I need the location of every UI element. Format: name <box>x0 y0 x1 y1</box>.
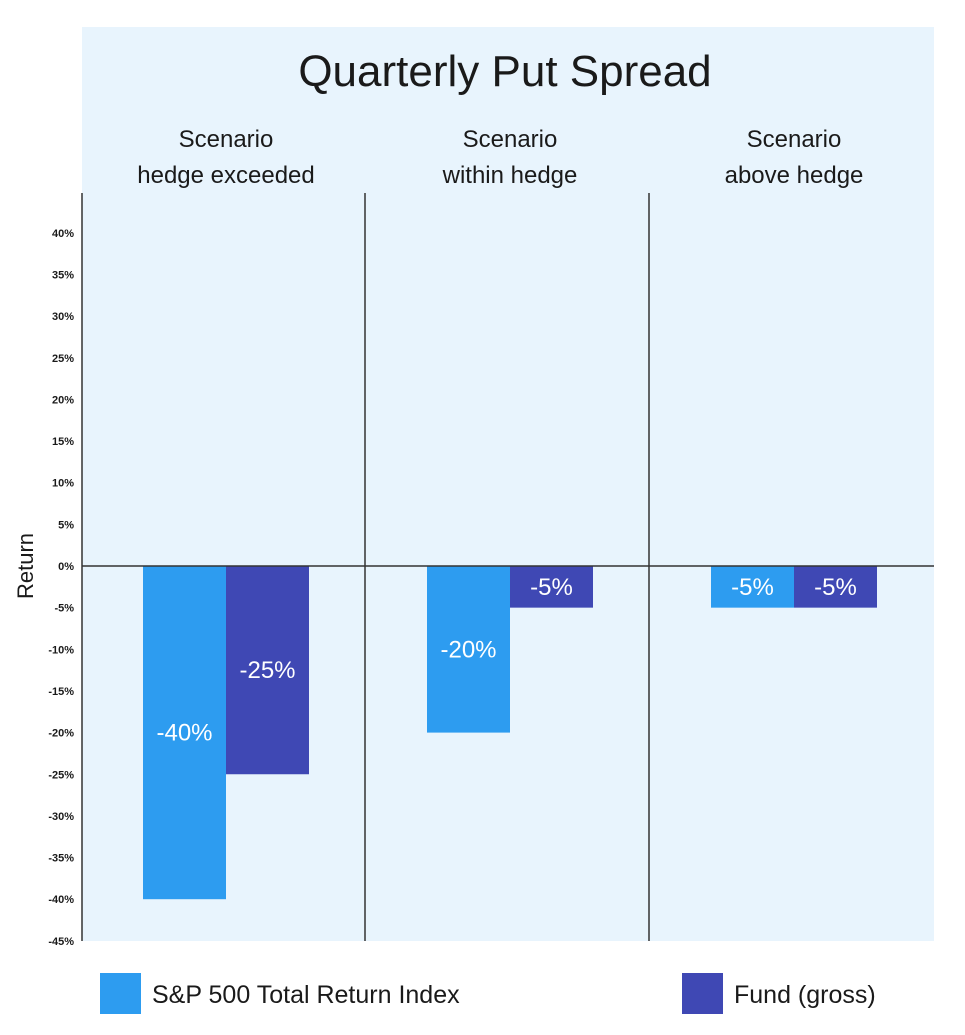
y-axis-label: Return <box>13 533 38 599</box>
legend-swatch <box>682 973 723 1014</box>
bar-value-label: -40% <box>156 720 212 747</box>
bar-value-label: -25% <box>239 657 295 684</box>
scenario-header-line1: Scenario <box>747 126 842 153</box>
y-tick-label: 0% <box>58 561 74 573</box>
scenario-header-line1: Scenario <box>463 126 558 153</box>
y-tick-label: 40% <box>52 228 74 240</box>
y-tick-label: 10% <box>52 478 74 490</box>
y-tick-label: -35% <box>48 853 74 865</box>
y-tick-label: 30% <box>52 311 74 323</box>
fund-bar <box>794 566 877 608</box>
y-tick-label: -40% <box>48 894 74 906</box>
sp500-bar <box>711 566 794 608</box>
scenario-header-line2: hedge exceeded <box>137 162 315 189</box>
legend-label: Fund (gross) <box>734 981 876 1009</box>
fund-bar <box>226 566 309 775</box>
fund-bar <box>510 566 593 608</box>
sp500-bar <box>143 566 226 900</box>
bar-value-label: -5% <box>814 574 857 601</box>
y-tick-label: -25% <box>48 769 74 781</box>
y-tick-label: -10% <box>48 644 74 656</box>
bar-value-label: -20% <box>440 636 496 663</box>
y-tick-label: 5% <box>58 519 74 531</box>
bar-value-label: -5% <box>530 574 573 601</box>
y-tick-label: -15% <box>48 686 74 698</box>
y-tick-label: 15% <box>52 436 74 448</box>
y-tick-label: -5% <box>54 603 74 615</box>
y-tick-label: 35% <box>52 269 74 281</box>
scenario-header-line1: Scenario <box>179 126 274 153</box>
bar-value-label: -5% <box>731 574 774 601</box>
scenario-header-line2: within hedge <box>442 162 578 189</box>
y-tick-label: -45% <box>48 936 74 948</box>
y-tick-label: 20% <box>52 394 74 406</box>
sp500-bar <box>427 566 510 733</box>
y-tick-label: -20% <box>48 728 74 740</box>
chart-title: Quarterly Put Spread <box>298 47 711 96</box>
scenario-header-line2: above hedge <box>725 162 864 189</box>
legend-swatch <box>100 973 141 1014</box>
y-tick-label: 25% <box>52 353 74 365</box>
legend-label: S&P 500 Total Return Index <box>152 981 460 1009</box>
y-tick-label: -30% <box>48 811 74 823</box>
